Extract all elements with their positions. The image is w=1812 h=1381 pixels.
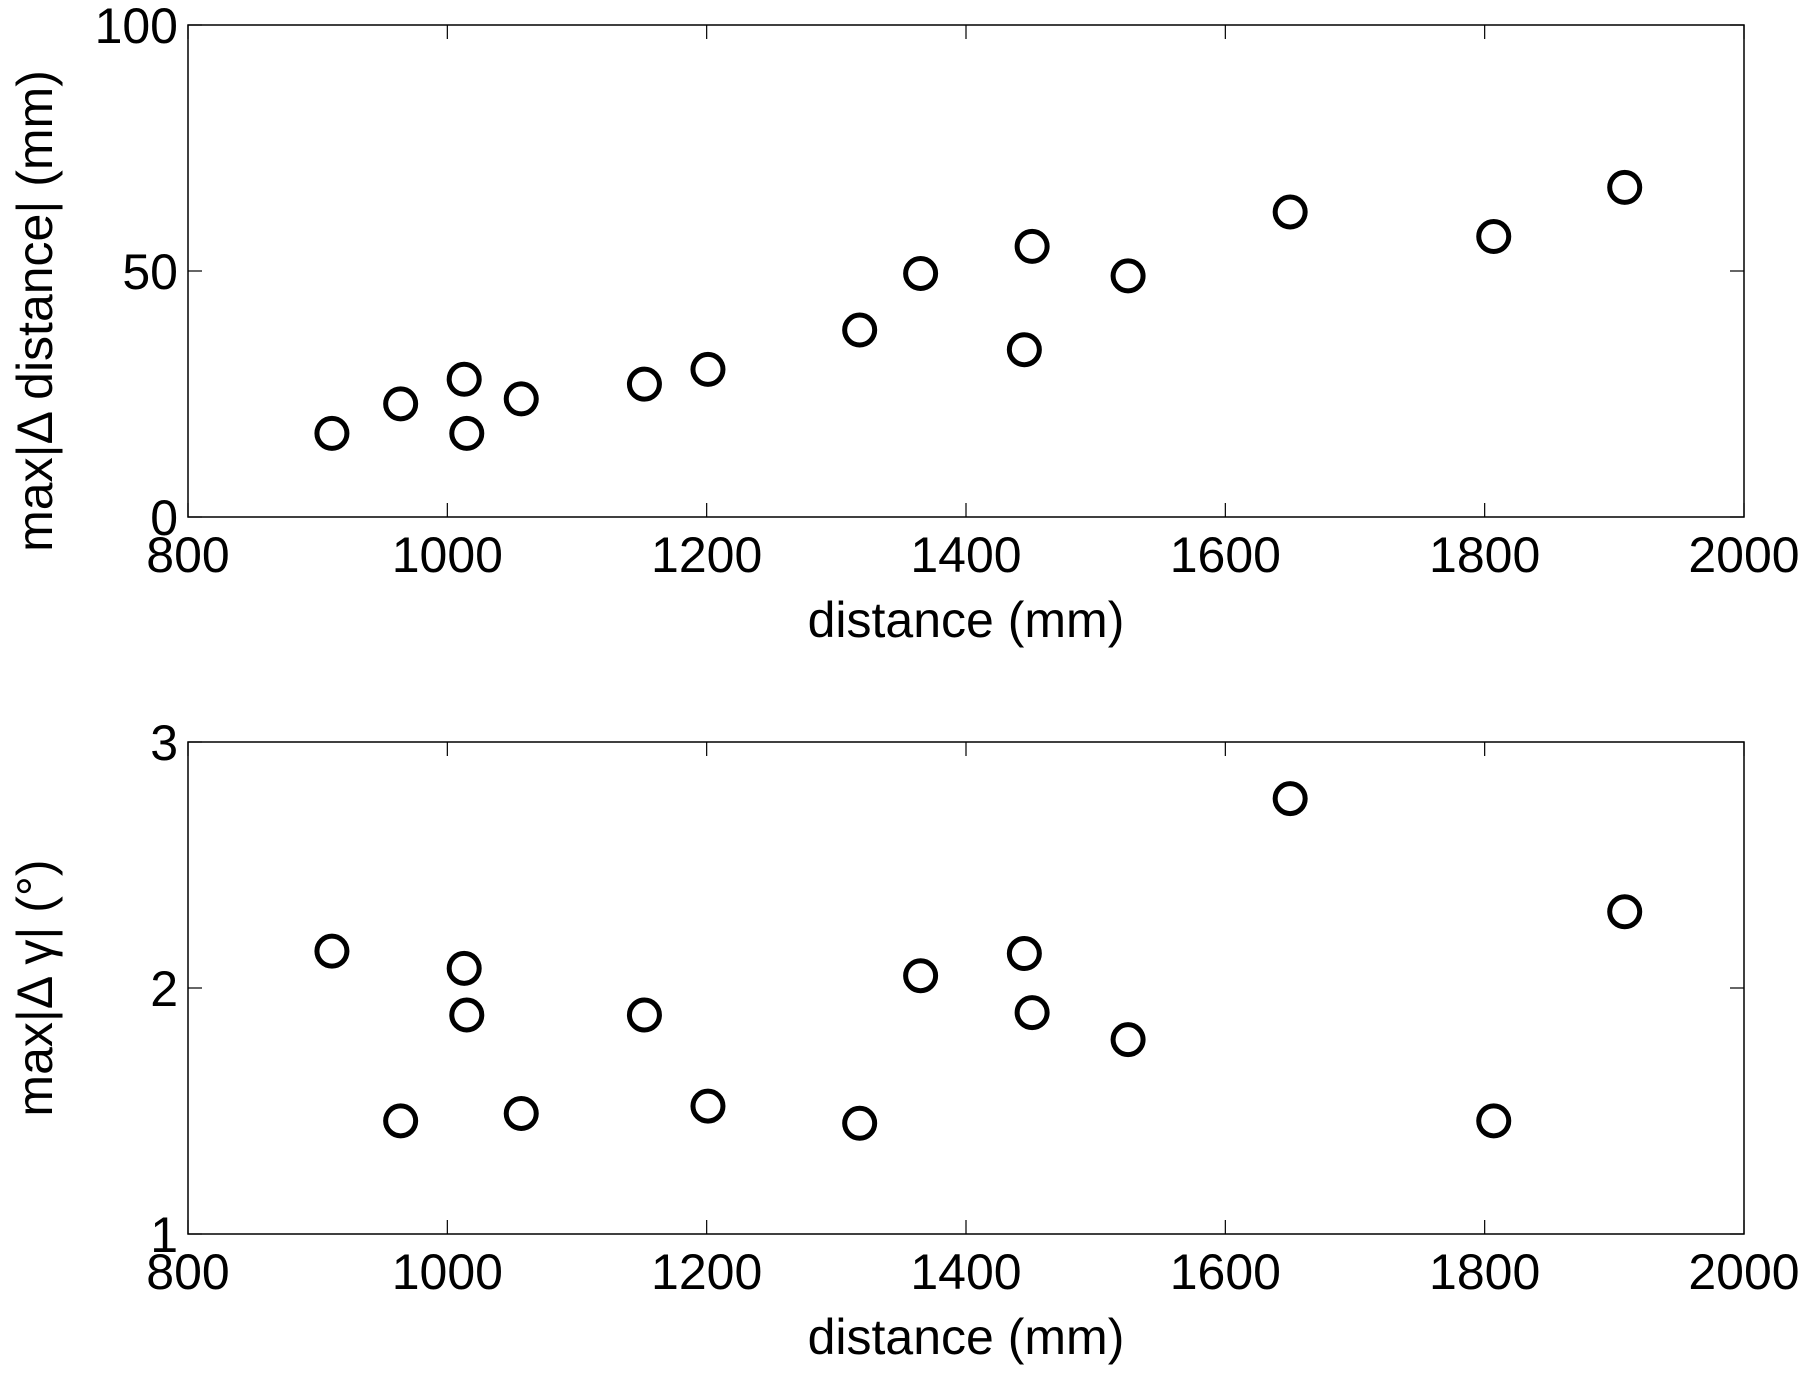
y-tick-label: 3 (150, 715, 178, 771)
data-point (1110, 1022, 1146, 1058)
data-point (690, 1088, 726, 1124)
data-point (626, 366, 662, 402)
y-tick-label: 1 (150, 1207, 178, 1263)
y-tick-label: 100 (95, 0, 178, 54)
top-scatter-panel: distance (mm) max|Δ distance| (mm) 800 10… (7, 0, 1800, 648)
x-tick-label: 2000 (1688, 527, 1799, 583)
data-point (1476, 219, 1512, 255)
data-point (1014, 228, 1050, 264)
data-point (314, 933, 350, 969)
x-tick-label: 1000 (392, 527, 503, 583)
data-point (1006, 332, 1042, 368)
bottom-scatter-panel: distance (mm) max|Δ γ| (°) 800 1000 1200 14… (7, 715, 1800, 1365)
data-point (446, 950, 482, 986)
data-point (903, 255, 939, 291)
data-point (1110, 258, 1146, 294)
x-axis-label: distance (mm) (808, 592, 1125, 648)
data-point (383, 386, 419, 422)
data-point (690, 351, 726, 387)
data-point (383, 1103, 419, 1139)
plot-area-frame (187, 741, 1745, 1235)
data-point (314, 415, 350, 451)
data-point (903, 958, 939, 994)
x-tick-label: 1600 (1170, 1244, 1281, 1300)
y-tick-label: 50 (122, 244, 178, 300)
data-point (1006, 936, 1042, 972)
data-point (1607, 894, 1643, 930)
x-tick-label: 800 (146, 1244, 229, 1300)
x-tick-label: 800 (146, 527, 229, 583)
data-point (842, 312, 878, 348)
x-tick-label: 1400 (910, 527, 1021, 583)
x-tick-label: 1800 (1429, 527, 1540, 583)
data-point (446, 361, 482, 397)
data-point (1272, 781, 1308, 817)
y-axis-label: max|Δ γ| (°) (7, 859, 63, 1116)
data-point (503, 381, 539, 417)
data-point (503, 1095, 539, 1131)
data-point (842, 1105, 878, 1141)
plot-area-frame (187, 24, 1745, 518)
y-tick-label: 0 (150, 490, 178, 546)
x-tick-label: 1400 (910, 1244, 1021, 1300)
x-tick-label: 2000 (1688, 1244, 1799, 1300)
x-axis-label: distance (mm) (808, 1309, 1125, 1365)
data-point (449, 415, 485, 451)
x-tick-label: 1000 (392, 1244, 503, 1300)
x-tick-label: 1600 (1170, 527, 1281, 583)
x-tick-label: 1200 (651, 527, 762, 583)
y-axis-label: max|Δ distance| (mm) (7, 70, 63, 552)
data-point (1476, 1103, 1512, 1139)
x-tick-label: 1200 (651, 1244, 762, 1300)
x-tick-label: 1800 (1429, 1244, 1540, 1300)
y-tick-label: 2 (150, 961, 178, 1017)
data-point (626, 997, 662, 1033)
data-point (1607, 169, 1643, 205)
data-point (1272, 194, 1308, 230)
data-point (1014, 995, 1050, 1031)
data-point (449, 997, 485, 1033)
